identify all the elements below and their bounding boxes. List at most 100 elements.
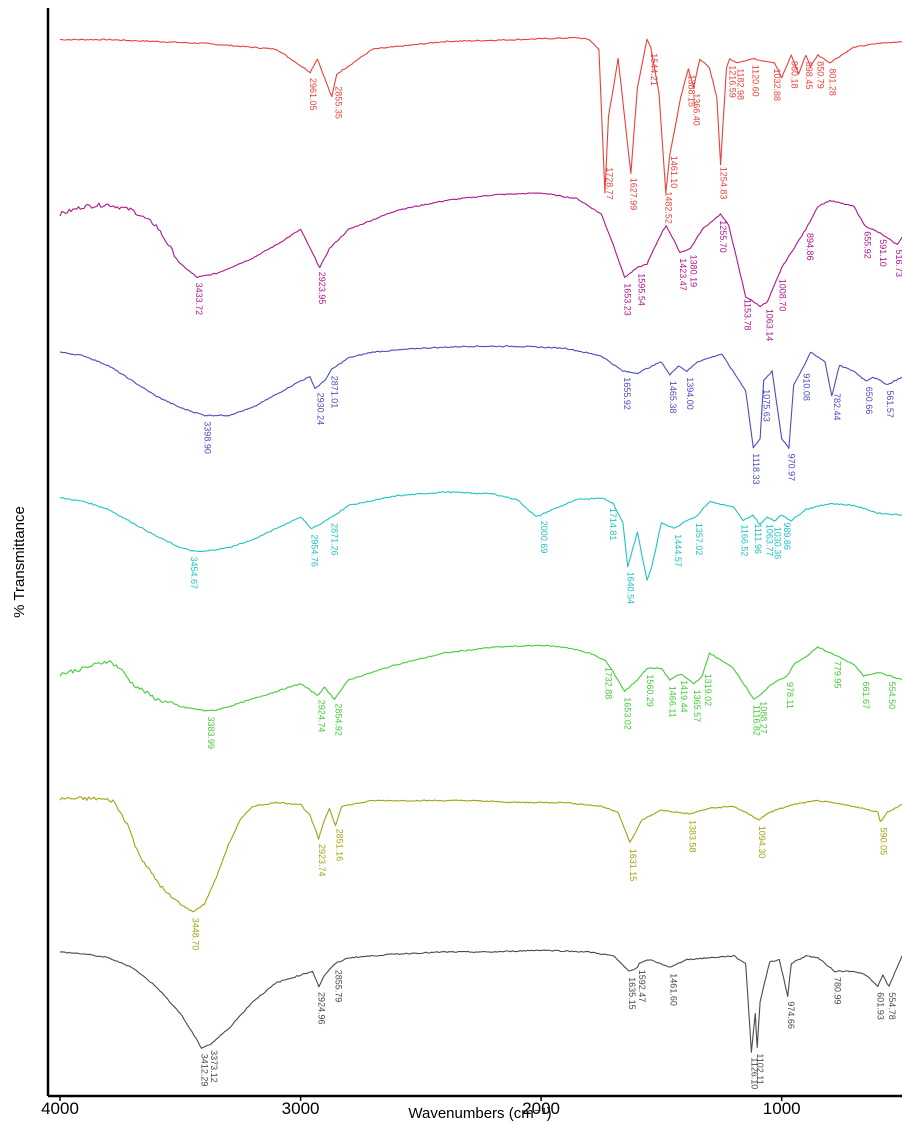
peak-label-3-7: 1118.33: [751, 453, 761, 484]
peak-label-3-11: 782.44: [832, 393, 842, 421]
spectrum-trace-2: [59, 192, 902, 308]
peak-label-3-4: 1655.92: [622, 377, 632, 410]
peak-label-2-9: 1063.14: [765, 309, 775, 342]
peak-label-3-8: 1075.63: [762, 389, 772, 422]
peak-label-5-3: 2854.92: [334, 703, 344, 736]
peak-label-3-12: 650.66: [864, 387, 874, 415]
peak-label-7-10: 974.66: [786, 1001, 796, 1029]
peak-labels: 2961.05 2855.35 1728.77 1627.99 1544.21 1482.…: [189, 53, 902, 1089]
peak-label-1-1: 2961.05: [308, 78, 318, 111]
peak-label-5-10: 1319.02: [703, 674, 713, 707]
peak-label-1-10: 1254.83: [718, 167, 728, 200]
spectrum-trace-3: [59, 345, 902, 449]
peak-label-6-2: 2923.74: [317, 844, 327, 877]
peak-label-1-15: 960.18: [789, 61, 799, 89]
peak-label-1-13: 1120.60: [751, 65, 761, 97]
peak-label-4-4: 2000.69: [539, 521, 549, 554]
peak-label-4-11: 1063.77: [764, 524, 774, 557]
spectra-traces: [59, 36, 902, 1053]
peak-label-7-8: 1126.10: [749, 1057, 759, 1089]
peak-label-3-2: 2930.24: [315, 393, 325, 426]
peak-label-7-7: 1461.60: [669, 973, 679, 1006]
peak-label-2-10: 1008.70: [778, 279, 788, 312]
peak-label-7-13: 554.78: [887, 992, 897, 1020]
peak-label-5-11: 1116.82: [752, 705, 762, 736]
peak-label-6-3: 2851.16: [334, 829, 344, 862]
peak-label-2-14: 516.73: [894, 250, 902, 278]
peak-label-4-7: 1444.57: [673, 534, 683, 567]
peak-label-5-2: 2924.74: [317, 700, 327, 733]
spectrum-trace-4: [59, 491, 902, 581]
peak-label-4-8: 1357.02: [694, 523, 704, 556]
peak-label-3-10: 910.08: [801, 373, 811, 401]
peak-label-1-5: 1544.21: [649, 53, 659, 86]
peak-label-4-12: 1030.36: [772, 527, 782, 560]
peak-label-1-17: 850.79: [816, 61, 826, 89]
peak-label-6-5: 1383.58: [687, 820, 697, 853]
peak-label-4-10: 1111.96: [753, 524, 763, 555]
peak-label-1-2: 2855.35: [333, 86, 343, 119]
peak-label-1-8: 1388.15: [686, 75, 696, 108]
peak-label-2-7: 1255.70: [718, 220, 728, 253]
peak-label-4-6: 1640.54: [626, 572, 636, 605]
peak-label-5-7: 1466.11: [668, 686, 678, 718]
peak-label-6-7: 590.05: [878, 828, 888, 856]
spectrum-trace-1: [59, 36, 902, 194]
peak-label-3-6: 1394.00: [685, 377, 695, 410]
x-axis-title: Wavenumbers (cm⁻¹): [408, 1105, 551, 1122]
peak-label-3-9: 970.97: [787, 454, 797, 482]
peak-label-6-4: 1631.15: [628, 849, 638, 882]
x-tick-label-1: 4000: [41, 1099, 79, 1118]
peak-label-5-14: 779.95: [833, 661, 843, 689]
x-tick-label-2: 3000: [282, 1099, 320, 1118]
peak-label-7-3: 2924.96: [317, 992, 327, 1025]
peak-label-1-11: 1216.59: [728, 65, 738, 98]
peak-label-5-4: 1732.88: [603, 667, 613, 700]
peak-label-1-7: 1461.10: [669, 156, 679, 189]
peak-label-5-13: 978.11: [785, 682, 795, 709]
peak-label-4-2: 2954.76: [310, 534, 320, 567]
peak-label-7-1: 3412.29: [199, 1054, 209, 1087]
peak-label-5-15: 661.67: [861, 682, 871, 710]
peak-label-2-6: 1380.19: [688, 255, 698, 288]
x-tick-label-4: 1000: [763, 1099, 801, 1118]
peak-label-3-5: 1465.38: [668, 381, 678, 414]
peak-label-3-1: 3398.90: [203, 421, 213, 454]
peak-label-2-5: 1423.47: [678, 258, 688, 291]
peak-label-1-4: 1627.99: [629, 178, 639, 211]
peak-label-7-12: 601.93: [876, 992, 886, 1020]
peak-label-5-6: 1560.29: [645, 674, 655, 707]
peak-label-1-6: 1482.52: [664, 191, 674, 224]
peak-label-4-1: 3454.67: [189, 557, 199, 590]
peak-label-7-6: 1592.47: [637, 970, 647, 1003]
peak-label-2-4: 1595.54: [636, 273, 646, 306]
peak-label-7-5: 1635.15: [627, 977, 637, 1010]
peak-label-3-13: 561.57: [885, 390, 895, 418]
peak-label-5-8: 1419.44: [679, 680, 689, 713]
spectrum-trace-7: [59, 949, 902, 1053]
peak-label-2-13: 591.10: [878, 239, 888, 267]
peak-label-1-18: 801.28: [828, 68, 838, 96]
peak-label-2-2: 2923.95: [317, 272, 327, 305]
peak-label-2-12: 655.92: [863, 231, 873, 259]
peak-label-1-16: 898.45: [804, 62, 814, 90]
peak-label-6-1: 3448.70: [191, 918, 201, 951]
peak-label-7-2: 3373.12: [209, 1050, 219, 1083]
y-axis-title: % Transmittance: [11, 506, 28, 618]
peak-label-7-11: 780.99: [832, 977, 842, 1005]
peak-label-1-9: 1366.40: [692, 93, 702, 126]
peak-label-5-5: 1653.02: [623, 697, 633, 730]
peak-label-5-16: 554.50: [887, 682, 897, 710]
peak-label-2-3: 1653.23: [623, 283, 633, 316]
x-tick-label-3: 2000: [522, 1099, 560, 1118]
peak-label-4-3: 2871.26: [330, 523, 340, 556]
peak-label-6-6: 1094.30: [757, 826, 767, 859]
peak-label-4-9: 1166.52: [740, 525, 750, 557]
peak-label-5-12: 1088.27: [759, 701, 769, 734]
peak-label-1-14: 1032.88: [772, 69, 782, 102]
peak-label-5-1: 3383.99: [206, 717, 216, 750]
peak-label-3-3: 2871.01: [330, 376, 340, 409]
peak-label-2-11: 894.86: [805, 233, 815, 261]
peak-label-4-13: 989.86: [782, 522, 792, 550]
